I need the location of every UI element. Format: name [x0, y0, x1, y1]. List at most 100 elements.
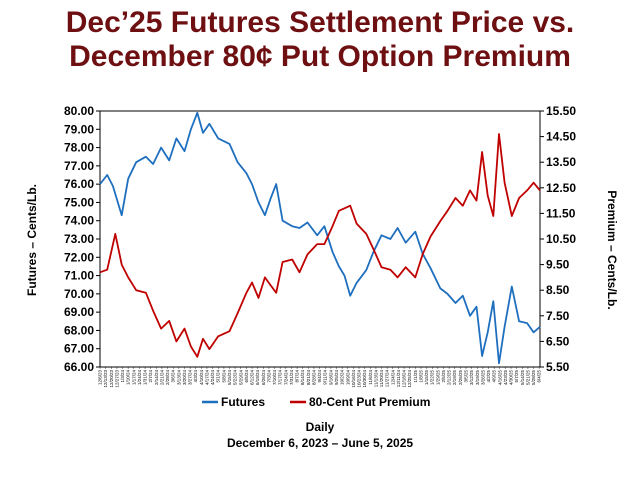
date-tick-label: 11/20/24 [379, 370, 384, 388]
futures-line [99, 111, 541, 365]
chart-title: Dec’25 Futures Settlement Price vs. Dece… [0, 6, 640, 74]
date-tick-label: 2/7/24 [148, 370, 153, 383]
date-tick-label: 6/26/24 [261, 370, 266, 386]
date-tick-label: 1/24/24 [137, 370, 142, 386]
date-tick-label: 4/2/25 [486, 370, 491, 383]
date-tick-label: 5/8/24 [221, 370, 226, 383]
date-tick-label: 4/24/24 [210, 370, 215, 386]
date-tick-label: 1/3/24 [120, 370, 125, 383]
date-tick-label: 1/1/25 [413, 370, 418, 383]
left-tick-label: 75.00 [64, 195, 94, 209]
date-tick-label: 1/17/24 [131, 370, 136, 386]
date-tick-label: 1/8/25 [418, 370, 423, 383]
date-tick-label: 11/13/24 [373, 370, 378, 388]
left-tick-label: 66.00 [64, 360, 94, 374]
date-tick-label: 3/6/24 [171, 370, 176, 383]
date-tick-label: 1/15/25 [424, 370, 429, 386]
date-tick-label: 7/31/24 [289, 370, 294, 386]
left-tick-label: 73.00 [64, 232, 94, 246]
date-tick-label: 5/29/24 [238, 370, 243, 386]
date-tick-label: 12/11/24 [396, 370, 401, 388]
series-layer [99, 111, 541, 365]
date-tick-label: 1/10/24 [126, 370, 131, 386]
left-tick-label: 76.00 [64, 177, 94, 191]
date-tick-label: 3/5/25 [463, 370, 468, 383]
date-tick-label: 12/4/24 [390, 370, 395, 386]
date-tick-label: 2/14/24 [154, 370, 159, 386]
date-tick-label: 11/6/24 [368, 370, 373, 385]
date-tick-label: 10/23/24 [357, 370, 362, 388]
date-tick-label: 8/28/24 [311, 370, 316, 386]
date-tick-label: 6/12/24 [250, 370, 255, 386]
left-tick-label: 80.00 [64, 104, 94, 118]
left-tick-label: 70.00 [64, 287, 94, 301]
date-tick-label: 6/4/25 [537, 370, 542, 383]
date-tick-label: 11/27/24 [385, 370, 390, 388]
date-tick-label: 5/15/24 [227, 370, 232, 386]
date-tick-label: 12/13/23 [103, 370, 108, 388]
date-tick-label: 10/9/24 [345, 370, 350, 386]
date-tick-label: 6/5/24 [244, 370, 249, 383]
x-axis-label: Daily [305, 420, 335, 434]
date-tick-label: 12/6/23 [98, 370, 103, 386]
date-tick-label: 1/31/24 [143, 370, 148, 386]
date-tick-label: 7/3/24 [266, 370, 271, 383]
right-tick-label: 7.50 [546, 309, 570, 323]
chart-title-line1: Dec’25 Futures Settlement Price vs. [65, 6, 575, 39]
left-tick-label: 71.00 [64, 269, 94, 283]
date-tick-label: 12/25/24 [407, 370, 412, 388]
date-tick-label: 4/3/24 [193, 370, 198, 383]
left-tick-label: 74.00 [64, 214, 94, 228]
date-tick-label: 2/28/24 [165, 370, 170, 386]
right-tick-label: 13.50 [546, 155, 576, 169]
plot-area [99, 110, 541, 368]
right-tick-label: 10.50 [546, 232, 576, 246]
right-tick-label: 12.50 [546, 181, 576, 195]
date-tick-label: 12/27/23 [114, 370, 119, 388]
plot-border [99, 110, 541, 368]
date-tick-label: 7/10/24 [272, 370, 277, 386]
date-tick-label: 5/7/25 [514, 370, 519, 383]
date-tick-label: 3/27/24 [188, 370, 193, 386]
right-tick-label: 5.50 [546, 360, 570, 374]
right-axis-ticks: 15.50 14.50 13.50 12.50 11.50 10.50 9.50 8.50 7.… [540, 104, 576, 374]
put-premium-line [99, 133, 541, 358]
date-tick-label: 1/22/25 [430, 370, 435, 386]
date-tick-label: 9/25/24 [334, 370, 339, 386]
legend-label: Futures [221, 395, 265, 409]
date-tick-label: 5/21/25 [525, 370, 530, 386]
date-tick-label: 3/13/24 [176, 370, 181, 386]
date-tick-label: 5/1/24 [216, 370, 221, 383]
left-axis-ticks: 80.00 79.00 78.00 77.00 76.00 75.00 74.00 73.00… [64, 104, 100, 374]
date-tick-label: 3/12/25 [469, 370, 474, 386]
left-tick-label: 67.00 [64, 342, 94, 356]
date-tick-label: 10/30/24 [362, 370, 367, 388]
date-tick-label: 8/7/24 [295, 370, 300, 383]
right-tick-label: 11.50 [546, 206, 576, 220]
left-tick-label: 77.00 [64, 159, 94, 173]
date-tick-label: 9/18/24 [328, 370, 333, 386]
y-axis-left-label: Futures – Cents/Lb. [25, 184, 39, 296]
left-tick-label: 79.00 [64, 122, 94, 136]
date-tick-label: 3/20/24 [182, 370, 187, 386]
date-tick-label: 4/16/25 [497, 370, 502, 386]
date-tick-label: 2/26/25 [458, 370, 463, 386]
right-tick-label: 14.50 [546, 130, 576, 144]
date-tick-label: 3/26/25 [480, 370, 485, 386]
right-tick-label: 8.50 [546, 283, 570, 297]
date-tick-label: 4/30/25 [509, 370, 514, 386]
date-tick-label: 3/19/25 [475, 370, 480, 386]
y-axis-right-label: Premium – Cents/Lb. [605, 190, 619, 309]
left-tick-label: 78.00 [64, 141, 94, 155]
legend: Futures 80-Cent Put Premium [202, 395, 430, 409]
date-tick-label: 2/21/24 [159, 370, 164, 386]
date-tick-label: 9/11/24 [323, 370, 328, 385]
date-tick-label: 2/19/25 [452, 370, 457, 386]
date-tick-label: 7/24/24 [283, 370, 288, 386]
date-tick-label: 4/17/24 [204, 370, 209, 386]
date-tick-label: 4/23/25 [503, 370, 508, 386]
legend-label: 80-Cent Put Premium [309, 395, 430, 409]
date-tick-label: 1/29/25 [435, 370, 440, 386]
date-tick-label: 8/14/24 [300, 370, 305, 386]
